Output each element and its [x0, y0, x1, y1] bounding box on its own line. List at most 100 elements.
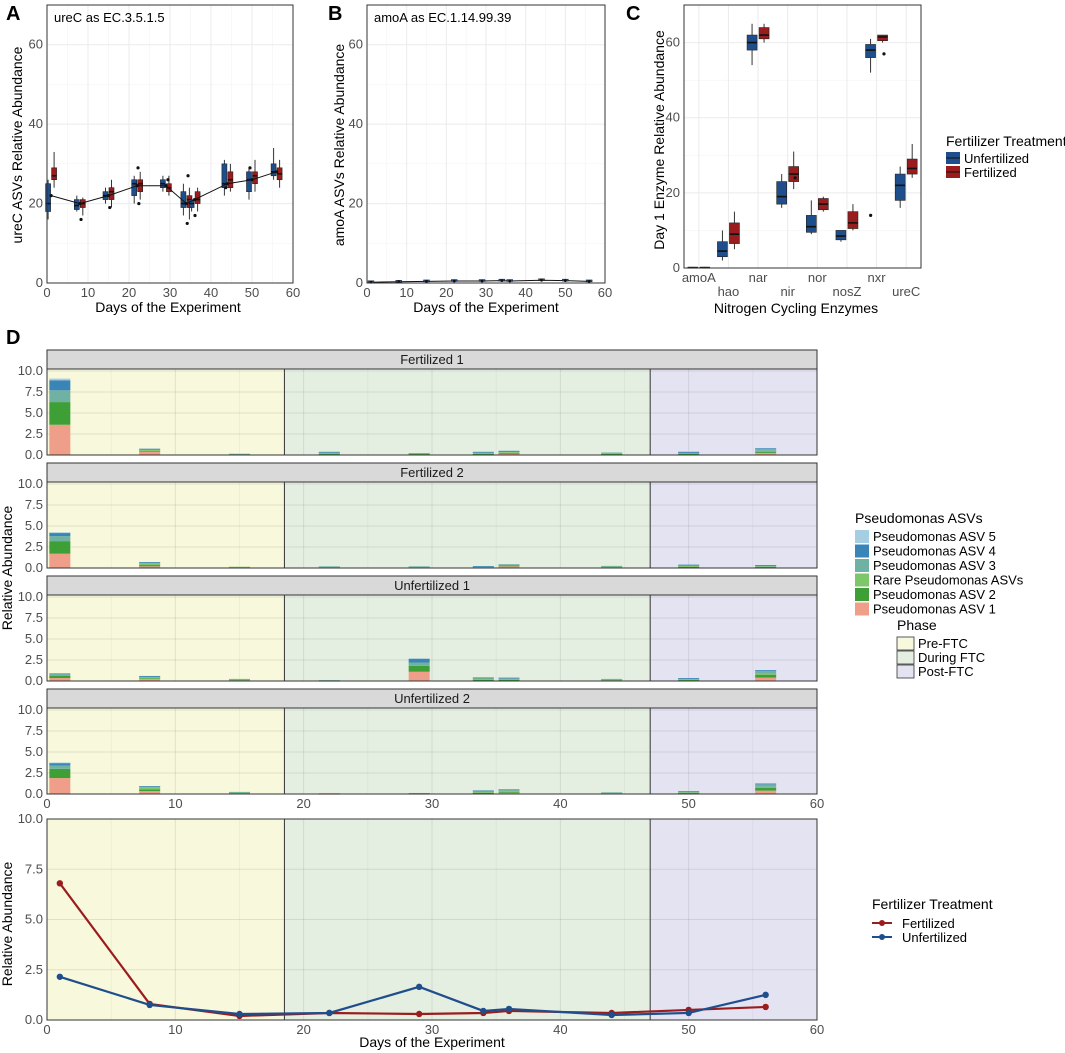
panel-b-y-ticks: 0 20 40 60 [349, 37, 363, 290]
line-plot-border [46, 818, 818, 1021]
bar-segment-day36-pseudomonas-asv-4 [498, 677, 520, 679]
bar-segment-day50-pseudomonas-asv-2 [678, 453, 700, 455]
bar-segment-day8-pseudomonas-asv-4 [139, 562, 161, 563]
asv-legend: Pseudomonas ASVs Pseudomonas ASV 5Pseudo… [855, 510, 1024, 617]
line-plot-phase-post-ftc [650, 819, 817, 1020]
line-plot-x-tick: 10 [168, 1022, 182, 1037]
bar-segment-day8-pseudomonas-asv-4 [139, 675, 161, 677]
line-point-unfertilized-day50 [685, 1009, 692, 1017]
bar-segment-day15-pseudomonas-asv-3 [229, 678, 250, 680]
panel-b-x-tick: 20 [439, 285, 453, 300]
line-point-unfertilized-day29 [415, 983, 423, 991]
bar-segment-day1-pseudomonas-asv-1 [49, 678, 71, 681]
bar-segment-day50-pseudomonas-asv-4 [678, 791, 700, 793]
asv-legend-label: Pseudomonas ASV 1 [873, 602, 996, 617]
line-plot-y-tick: 10.0 [18, 811, 43, 826]
panel-b-point [480, 279, 484, 283]
bar-segment-day34-pseudomonas-asv-4 [472, 790, 494, 792]
facet-border [46, 368, 818, 456]
line-legend-label-unfertilized: Unfertilized [902, 930, 967, 945]
facet-y-tick: 2.5 [25, 652, 43, 667]
bar-segment-day44-pseudomonas-asv-3 [601, 678, 623, 680]
bar-segment-day8-pseudomonas-asv-2 [139, 789, 161, 792]
asv-legend-swatch [855, 559, 869, 572]
bar-segment-day15-rare-pseudomonas-asvs [229, 679, 250, 681]
panel-b-x-tick: 60 [598, 285, 612, 300]
panel-a-x-tick: 20 [122, 285, 136, 300]
panel-a-x-tick: 60 [286, 285, 300, 300]
bar-segment-day8-pseudomonas-asv-3 [139, 676, 161, 678]
phase-legend-title: Phase [897, 617, 937, 633]
facet-y-tick: 2.5 [25, 765, 43, 780]
panel-c-y-tick: 20 [666, 185, 680, 200]
panel-a-x-tick: 40 [204, 285, 218, 300]
bar-segment-day36-pseudomonas-asv-2 [498, 565, 520, 567]
legend-label-fertilized: Fertilized [964, 165, 1017, 180]
bar-segment-day36-pseudomonas-asv-1 [498, 792, 520, 794]
panel-c-y-title: Day 1 Enzyme Relative Abundance [651, 30, 667, 250]
line-plot-y-tick: 7.5 [25, 861, 43, 876]
panel-c-legend-title: Fertilizer Treatment [946, 133, 1065, 149]
line-plot-x-tick: 50 [681, 1022, 695, 1037]
bar-segment-day56-rare-pseudomonas-asvs [755, 786, 777, 788]
panel-a-outlier-point [108, 205, 112, 210]
panel-a-mean-point [184, 201, 188, 206]
bar-segment-day36-pseudomonas-asv-4 [498, 789, 520, 791]
line-point-unfertilized-day56 [762, 991, 769, 999]
bar-segment-day36-pseudomonas-asv-2 [498, 679, 520, 681]
facet-phase-post-ftc [650, 595, 817, 681]
panel-d-x-title: Days of the Experiment [359, 1034, 505, 1050]
panel-b-x-tick: 0 [363, 285, 370, 300]
bar-segment-day56-rare-pseudomonas-asvs [755, 566, 777, 568]
bar-segment-day56-rare-pseudomonas-asvs [755, 673, 777, 675]
facet-strip-label: Unfertilized 1 [394, 578, 470, 593]
line-legend-dot-fertilized [879, 920, 885, 926]
panel-c-box-hao-unfertilized-box [717, 241, 728, 258]
line-point-unfertilized-day22 [326, 1009, 333, 1017]
facet-y-tick: 5.0 [25, 631, 43, 646]
bar-segment-day50-pseudomonas-asv-5 [678, 451, 700, 453]
bar-segment-day36-pseudomonas-asv-1 [498, 566, 520, 568]
facet-x-tick: 0 [43, 796, 50, 811]
bar-segment-day1-pseudomonas-asv-4 [49, 673, 71, 675]
bar-segment-day8-rare-pseudomonas-asvs [139, 787, 161, 790]
panel-a-box-day56-unfertilized-box [270, 163, 277, 177]
panel-b-y-tick: 0 [356, 275, 363, 290]
panel-a-x-title: Days of the Experiment [95, 299, 241, 315]
bar-segment-day22-rare-pseudomonas-asvs [318, 452, 340, 454]
panel-a-border [46, 4, 294, 284]
line-point-unfertilized-day1 [56, 973, 64, 980]
bar-segment-day50-rare-pseudomonas-asvs [678, 679, 700, 681]
bar-segment-day1-pseudomonas-asv-3 [49, 536, 71, 542]
facet-y-tick: 5.0 [25, 744, 43, 759]
line-plot-x-tick: 60 [810, 1022, 824, 1037]
bar-segment-day50-pseudomonas-asv-4 [678, 451, 700, 453]
facet-phase-during-ftc [284, 482, 651, 568]
bar-segment-day34-pseudomonas-asv-2 [472, 792, 494, 794]
bar-segment-day29-pseudomonas-asv-3 [408, 453, 430, 454]
facet-phase-pre-ftc [47, 369, 285, 455]
line-point-unfertilized-day15 [236, 1010, 243, 1018]
panel-a-y-tick: 60 [29, 37, 43, 52]
asv-legend-label: Pseudomonas ASV 3 [873, 558, 996, 573]
facet-y-tick: 5.0 [25, 405, 43, 420]
bar-segment-day36-pseudomonas-asv-2 [498, 791, 520, 793]
asv-legend-title: Pseudomonas ASVs [855, 510, 983, 526]
facet-unfertilized-2: Unfertilized 2 0.0 2.5 5.0 7.5 10.0 0 10 20 30 40 5… [18, 688, 824, 811]
panel-b-y-tick: 60 [349, 37, 363, 52]
panel-b-x-ticks: 0 10 20 30 40 50 60 [363, 285, 612, 300]
bar-segment-day22-pseudomonas-asv-4 [318, 451, 340, 453]
panel-a-box-day50-unfertilized-box [246, 171, 252, 192]
bar-segment-day1-pseudomonas-asv-2 [49, 402, 71, 425]
bar-segment-day15-rare-pseudomonas-asvs [229, 566, 250, 568]
bar-segment-day29-pseudomonas-asv-2 [408, 453, 430, 455]
bar-segment-day34-pseudomonas-asv-4 [472, 451, 494, 453]
asv-legend-swatch [855, 573, 869, 587]
panel-c-box-nar-fertilized-box [758, 27, 770, 40]
bar-segment-day8-rare-pseudomonas-asvs [139, 449, 161, 451]
panel-c-box-nosZ-fertilized-box [847, 211, 859, 229]
panel-letter-d: D [6, 327, 20, 349]
facet-x-tick: 40 [553, 796, 567, 811]
line-legend-title: Fertilizer Treatment [872, 896, 993, 912]
